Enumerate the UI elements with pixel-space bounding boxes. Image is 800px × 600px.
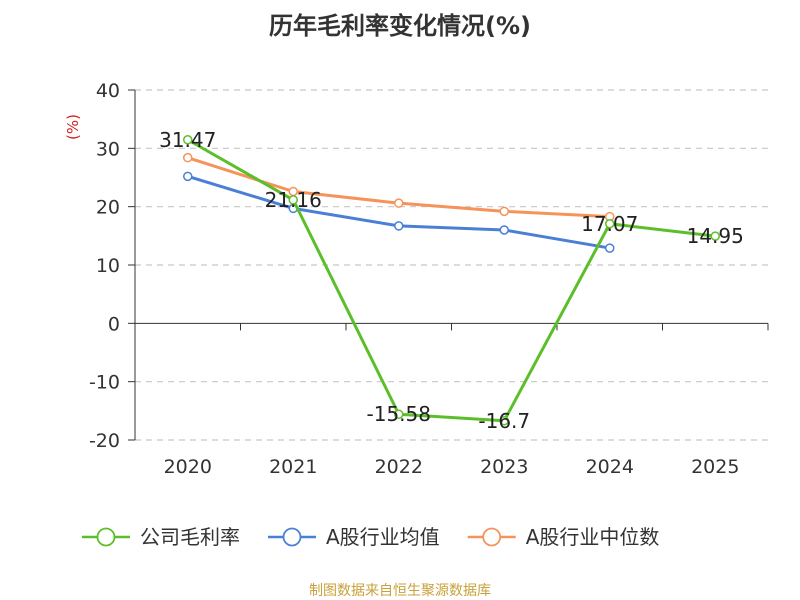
legend-label: A股行业中位数 [526, 525, 660, 549]
legend-marker [282, 527, 302, 547]
data-label: 31.47 [159, 128, 216, 152]
data-point[interactable] [288, 195, 298, 205]
x-tick-label: 2025 [691, 456, 739, 478]
data-point[interactable] [394, 409, 404, 419]
y-axis-ticks: 40 30 20 10 0 -10 -20 [89, 80, 135, 452]
y-tick-label: 20 [96, 197, 120, 219]
data-point[interactable] [394, 198, 404, 208]
series-group: 31.47 21.16 -15.58 -16.7 17.07 14.95 [159, 128, 744, 433]
data-label: 14.95 [687, 224, 744, 248]
y-tick-label: 0 [108, 313, 120, 335]
axes [134, 90, 768, 440]
data-point[interactable] [394, 221, 404, 231]
x-tick-label: 2021 [269, 456, 317, 478]
x-tick-label: 2024 [586, 456, 634, 478]
data-point[interactable] [605, 243, 615, 253]
data-point[interactable] [499, 225, 509, 235]
data-point[interactable] [710, 231, 720, 241]
data-point[interactable] [605, 219, 615, 229]
data-point[interactable] [499, 416, 509, 426]
x-tick-label: 2022 [375, 456, 423, 478]
legend-marker [96, 527, 116, 547]
data-point[interactable] [183, 152, 193, 163]
y-tick-label: 10 [96, 255, 120, 277]
x-tick-label: 2023 [480, 456, 528, 478]
series-line [187, 138, 716, 423]
grid-lines [135, 89, 768, 441]
legend-item-2[interactable]: A股行业中位数 [467, 525, 660, 549]
x-tick-label: 2020 [164, 456, 212, 478]
legend-label: A股行业均值 [326, 525, 440, 549]
y-tick-label: 40 [96, 80, 120, 102]
data-point[interactable] [499, 206, 509, 217]
series-0 [183, 135, 720, 426]
legend[interactable]: 公司毛利率 A股行业均值 A股行业中位数 [82, 525, 659, 549]
legend-marker [482, 527, 502, 547]
y-axis-label: (%) [64, 114, 82, 140]
data-label: -16.7 [478, 409, 530, 433]
y-tick-label: 30 [96, 138, 120, 160]
series-2 [183, 152, 615, 222]
data-label: -15.58 [367, 402, 431, 426]
data-point[interactable] [183, 171, 193, 182]
data-label: 17.07 [581, 212, 638, 236]
chart-title: 历年毛利率变化情况(%) [269, 12, 531, 40]
legend-item-0[interactable]: 公司毛利率 [82, 525, 240, 549]
legend-item-1[interactable]: A股行业均值 [268, 525, 440, 549]
data-point[interactable] [183, 135, 193, 145]
x-axis-ticks: 2020 2021 2022 2023 2024 2025 [134, 323, 769, 478]
y-tick-label: -20 [89, 430, 120, 452]
data-label: 21.16 [265, 188, 322, 212]
y-tick-label: -10 [89, 372, 120, 394]
source-note: 制图数据来自恒生聚源数据库 [309, 583, 491, 599]
series-1 [183, 171, 615, 253]
legend-label: 公司毛利率 [140, 525, 240, 549]
